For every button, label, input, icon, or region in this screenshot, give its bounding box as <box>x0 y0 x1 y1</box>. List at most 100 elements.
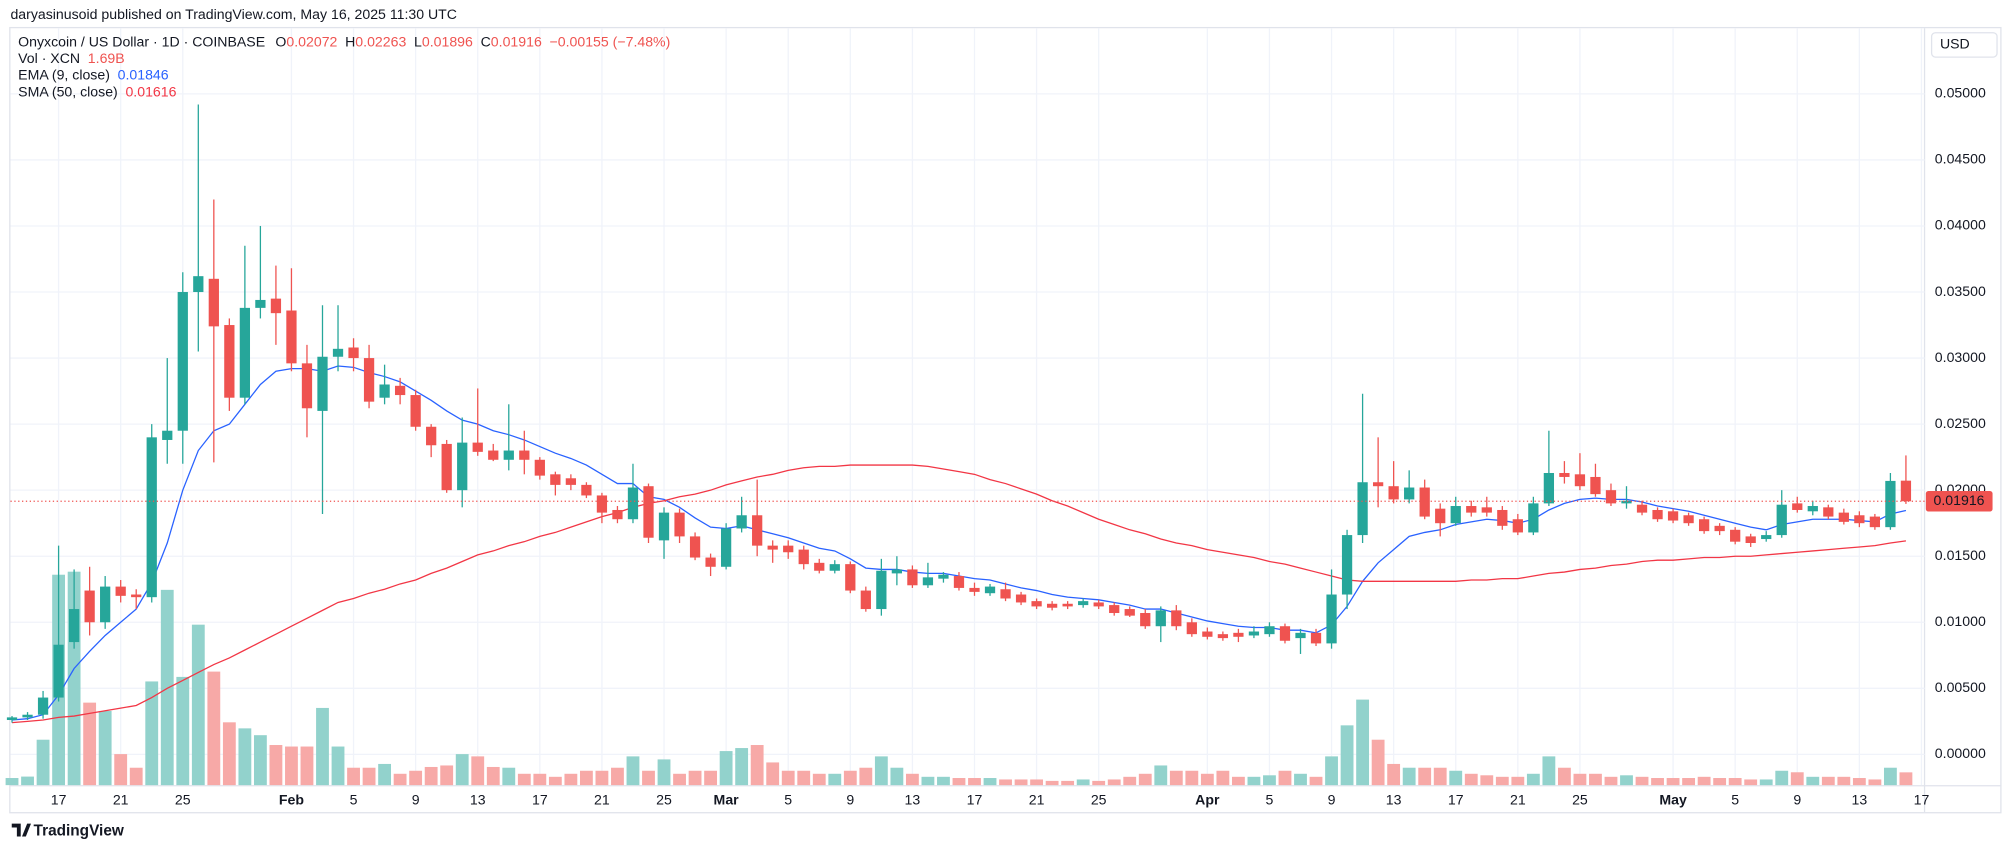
candle-body <box>1543 472 1555 504</box>
candle-body <box>1326 594 1337 644</box>
volume-bar <box>1852 778 1866 786</box>
candle-body <box>705 557 716 567</box>
candle-body <box>255 299 266 308</box>
volume-bar <box>548 776 562 786</box>
candle-body <box>1233 632 1244 637</box>
x-tick-label: 17 <box>967 791 983 807</box>
volume-bar <box>642 770 655 786</box>
volume-bar <box>1620 775 1633 786</box>
volume-bar <box>1169 770 1183 786</box>
candle-body <box>1404 487 1415 500</box>
y-tick-label: 0.04500 <box>1935 151 1986 167</box>
candle-body <box>1636 504 1648 513</box>
candle-body <box>22 714 33 718</box>
candle-body <box>348 347 359 359</box>
ohlc-value: 0.01896 <box>422 33 473 49</box>
logo-mark <box>11 823 31 837</box>
volume-bar <box>1263 775 1276 786</box>
volume-bar <box>874 756 888 786</box>
candle-body <box>379 384 390 398</box>
candle-body <box>1435 508 1446 524</box>
candle-body <box>1155 610 1166 627</box>
x-tick-label: 5 <box>1731 791 1739 807</box>
candle-body <box>131 594 142 598</box>
volume-value: 1.69B <box>88 50 125 66</box>
volume-bar <box>1092 780 1106 786</box>
currency-button[interactable] <box>1930 32 1998 58</box>
y-tick-label: 0.01500 <box>1935 547 1986 563</box>
x-tick-label: 25 <box>656 791 672 807</box>
candle-body <box>1854 515 1865 524</box>
candle-body <box>1046 603 1058 608</box>
axes: 0.000000.005000.010000.015000.020000.025… <box>10 85 1993 807</box>
candle-body <box>1590 476 1601 495</box>
candle-body <box>1652 509 1663 520</box>
volume-bar <box>673 773 686 786</box>
volume-bar <box>1418 767 1432 786</box>
volume-bar <box>719 751 733 786</box>
candle-body <box>627 487 639 520</box>
y-tick-label: 0.01000 <box>1935 613 1986 629</box>
candle-body <box>1667 511 1679 521</box>
candle-body <box>643 486 654 538</box>
candle-body <box>658 512 670 541</box>
volume-bar <box>424 766 438 786</box>
volume-bar <box>905 773 919 786</box>
candle-body <box>100 586 111 623</box>
volume <box>5 571 1913 786</box>
candle-body <box>177 292 188 431</box>
volume-bar <box>890 767 904 786</box>
currency[interactable]: USD <box>1940 36 1970 52</box>
volume-bar <box>1433 767 1447 786</box>
volume-bar <box>502 767 516 786</box>
volume-bar <box>1449 770 1463 786</box>
candle-body <box>1171 610 1182 627</box>
volume-bar <box>1666 778 1680 786</box>
volume-bar <box>843 770 857 786</box>
candle-body <box>829 564 840 571</box>
candle-body <box>519 450 530 460</box>
ohlc-letter: L <box>414 33 422 49</box>
candle-body <box>6 717 18 721</box>
candle-body <box>53 644 64 698</box>
volume-bar <box>1216 770 1230 786</box>
x-tick-label: 13 <box>905 791 921 807</box>
volume-bar <box>579 770 593 786</box>
volume-bar <box>1511 776 1525 786</box>
volume-bar <box>1495 776 1509 786</box>
candle-body <box>876 570 887 610</box>
volume-bar <box>160 589 174 786</box>
candle-body <box>1015 594 1027 603</box>
volume-bar <box>393 773 407 786</box>
candle-body <box>922 577 934 586</box>
volume-bar <box>83 702 97 786</box>
candle-body <box>907 569 918 586</box>
volume-bar <box>952 778 966 786</box>
series-legend: EMA (9, close) <box>18 66 110 82</box>
candle-body <box>363 358 375 402</box>
volume-bar <box>1635 776 1649 786</box>
volume-bar <box>1464 773 1478 786</box>
y-tick-label: 0.03000 <box>1935 349 1986 365</box>
volume-bar <box>378 763 392 786</box>
candle-body <box>736 515 747 529</box>
legend-row: EMA (9, close) 0.01846 <box>18 66 169 82</box>
ohlc-value: 0.01916 <box>491 33 542 49</box>
candle-body <box>286 310 297 364</box>
candle-body <box>1761 535 1772 540</box>
volume-bar <box>1899 772 1913 786</box>
candle-body <box>953 576 965 588</box>
candle-body <box>565 478 577 485</box>
candle-body <box>860 590 871 610</box>
candle-body <box>1031 601 1042 607</box>
candle-body <box>301 363 313 409</box>
candle-body <box>1807 506 1818 512</box>
candle-body <box>162 430 173 440</box>
candle-body <box>426 426 437 446</box>
volume-bar <box>1868 779 1882 786</box>
volume-bar <box>766 762 780 786</box>
candle-body <box>1574 474 1586 487</box>
chart-frame <box>9 26 2002 814</box>
candle-body <box>1621 500 1632 504</box>
volume-bar <box>657 759 671 786</box>
